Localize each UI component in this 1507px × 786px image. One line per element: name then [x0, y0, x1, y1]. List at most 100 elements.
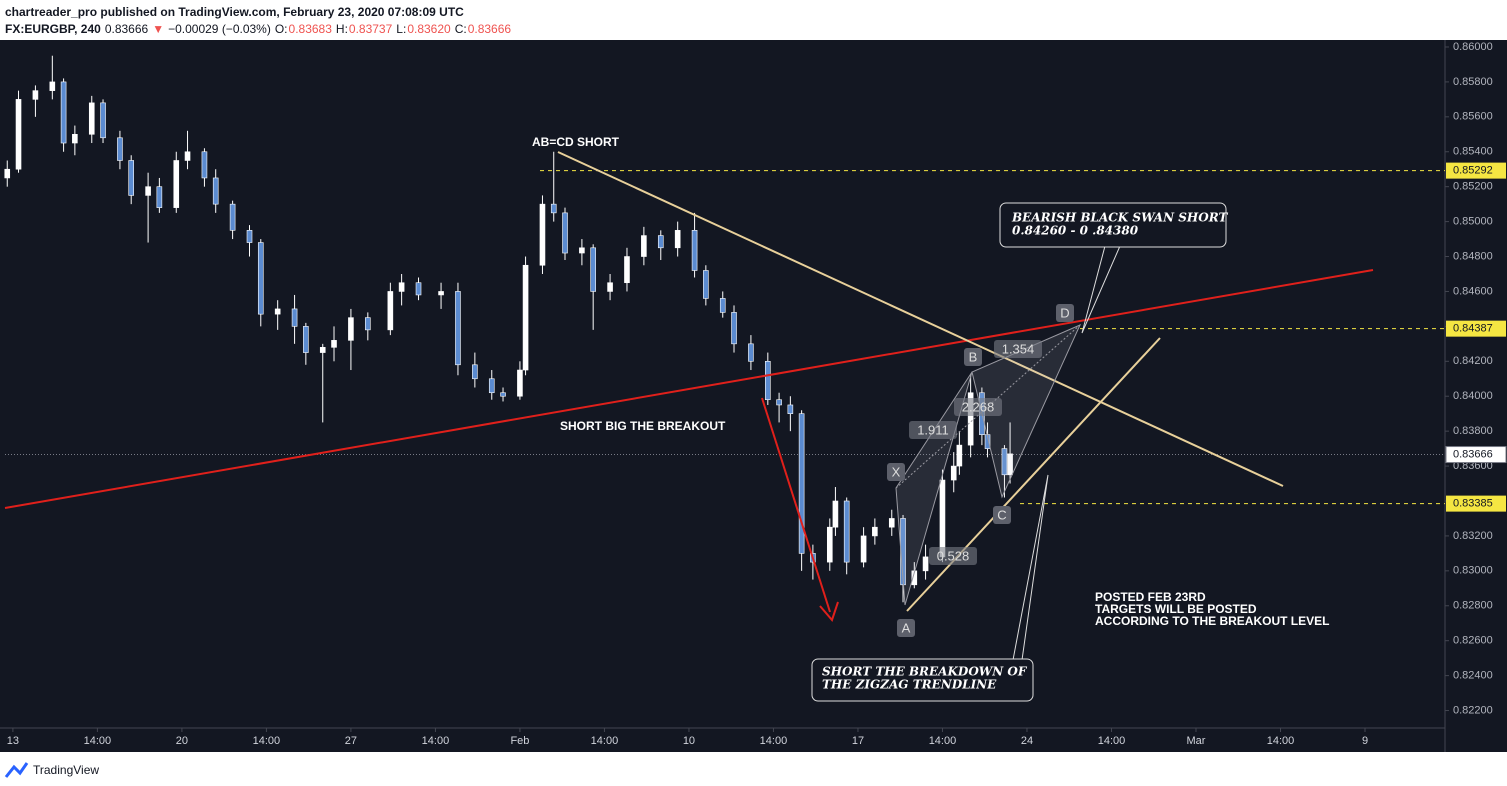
brand: TradingView — [33, 763, 99, 777]
y-tick-label: 0.85800 — [1453, 76, 1493, 88]
candle-body — [117, 137, 123, 161]
callout-swan — [1081, 245, 1121, 334]
candle-body — [522, 264, 529, 371]
header-field: 0.83666 — [105, 22, 149, 36]
candle-body — [798, 413, 805, 554]
y-tick-label: 0.86000 — [1453, 41, 1493, 53]
red-trendline — [4, 269, 1374, 509]
candle-body — [748, 343, 754, 362]
candle-body — [145, 186, 151, 196]
publisher: chartreader_pro published on TradingView… — [5, 5, 464, 19]
ratio-box — [954, 398, 1002, 416]
candle-body — [922, 556, 929, 572]
header-field: H: — [336, 22, 348, 36]
pattern-ratio: 1.911 — [917, 422, 949, 437]
annotation: THE ZIGZAG TRENDLINE — [822, 678, 997, 692]
candle-body — [832, 500, 839, 528]
y-tick-label: 0.84000 — [1453, 390, 1493, 402]
candle-body — [657, 235, 664, 249]
header-field: 0.83666 — [468, 22, 512, 36]
zigzag-box — [811, 658, 1034, 702]
ratio-box — [994, 340, 1042, 358]
candle-body — [776, 399, 782, 406]
pattern-point-box — [897, 619, 915, 637]
candle-body — [331, 340, 337, 348]
candle-body — [950, 465, 957, 481]
candle-body — [291, 308, 298, 327]
header-field: ▼ — [152, 22, 164, 36]
y-tick-label: 0.85000 — [1453, 216, 1493, 228]
candle-body — [4, 168, 11, 179]
candle-body — [579, 247, 585, 254]
y-tick-label: 0.82800 — [1453, 600, 1493, 612]
pattern-ratio: 2.268 — [962, 399, 995, 414]
candle-body — [88, 102, 95, 135]
annotation: SHORT THE BREAKDOWN OF — [822, 665, 1028, 679]
pattern-ratio: 0.528 — [937, 548, 970, 563]
x-tick-label: 10 — [683, 735, 695, 747]
annotation: 0.84260 - 0 .84380 — [1012, 224, 1139, 238]
annotation: SHORT BIG THE BREAKOUT — [560, 419, 726, 433]
candle-body — [387, 291, 394, 331]
candle-body — [860, 535, 867, 563]
header-field: FX:EURGBP, 240 — [5, 22, 101, 36]
candle-body — [32, 90, 39, 100]
header-field: L: — [396, 22, 406, 36]
y-tick-label: 0.84800 — [1453, 250, 1493, 262]
candle-body — [229, 203, 236, 231]
y-tick-label: 0.82400 — [1453, 670, 1493, 682]
candle-body — [49, 81, 56, 91]
candle-body — [455, 291, 461, 366]
candle-body — [624, 256, 630, 284]
y-tick-label: 0.83200 — [1453, 530, 1493, 542]
annotation: POSTED FEB 23RD — [1095, 590, 1206, 604]
chart-bg — [0, 40, 1507, 752]
pattern-point-box — [887, 463, 905, 481]
y-tick-label: 0.84200 — [1453, 355, 1493, 367]
candle-body — [674, 230, 681, 249]
x-tick-label: Feb — [510, 735, 529, 747]
price-line-tag — [1446, 495, 1506, 512]
candle-body — [500, 392, 506, 397]
x-tick-label: Mar — [1187, 735, 1206, 747]
pattern-point-box — [964, 348, 982, 366]
x-tick-label: 14:00 — [1267, 735, 1295, 747]
candle-body — [731, 312, 737, 345]
candle-body — [765, 360, 771, 401]
pattern-point-box — [1056, 304, 1074, 322]
candle-body — [212, 177, 219, 205]
price-line-tag — [1446, 320, 1506, 337]
candle-body — [365, 317, 371, 331]
ratio-box — [909, 421, 957, 439]
x-tick-label: 17 — [852, 735, 864, 747]
price-line-label: 0.83385 — [1453, 498, 1493, 510]
price-line-label: 0.84387 — [1453, 323, 1493, 335]
x-tick-label: 27 — [345, 735, 357, 747]
candle-body — [257, 242, 264, 315]
price-line-tag — [1446, 162, 1506, 179]
candle-body — [60, 81, 67, 144]
x-tick-label: 24 — [1021, 735, 1033, 747]
candle-body — [590, 247, 596, 292]
pattern-point: C — [997, 507, 1006, 522]
annotation: ACCORDING TO THE BREAKOUT LEVEL — [1095, 614, 1329, 628]
y-tick-label: 0.84600 — [1453, 285, 1493, 297]
y-tick-label: 0.85600 — [1453, 111, 1493, 123]
annotation: TARGETS WILL BE POSTED — [1095, 602, 1257, 616]
ratio-box — [929, 547, 977, 565]
pattern-point: B — [969, 349, 978, 364]
y-tick-label: 0.82600 — [1453, 635, 1493, 647]
candle-body — [173, 160, 180, 208]
candle-body — [72, 133, 78, 144]
candle-body — [826, 526, 833, 563]
pattern-xd — [895, 324, 1081, 489]
tan-trendline — [557, 151, 1284, 487]
ohlc-line: FX:EURGBP, 240 0.83666 ▼ −0.00029 (−0.03%) O… — [5, 22, 511, 36]
candle-body — [128, 160, 134, 196]
x-tick-label: 14:00 — [591, 735, 619, 747]
price-line-label: 0.85292 — [1453, 165, 1493, 177]
x-tick-label: 14:00 — [1098, 735, 1126, 747]
candle-body — [691, 230, 698, 271]
pattern-point-box — [993, 506, 1011, 524]
